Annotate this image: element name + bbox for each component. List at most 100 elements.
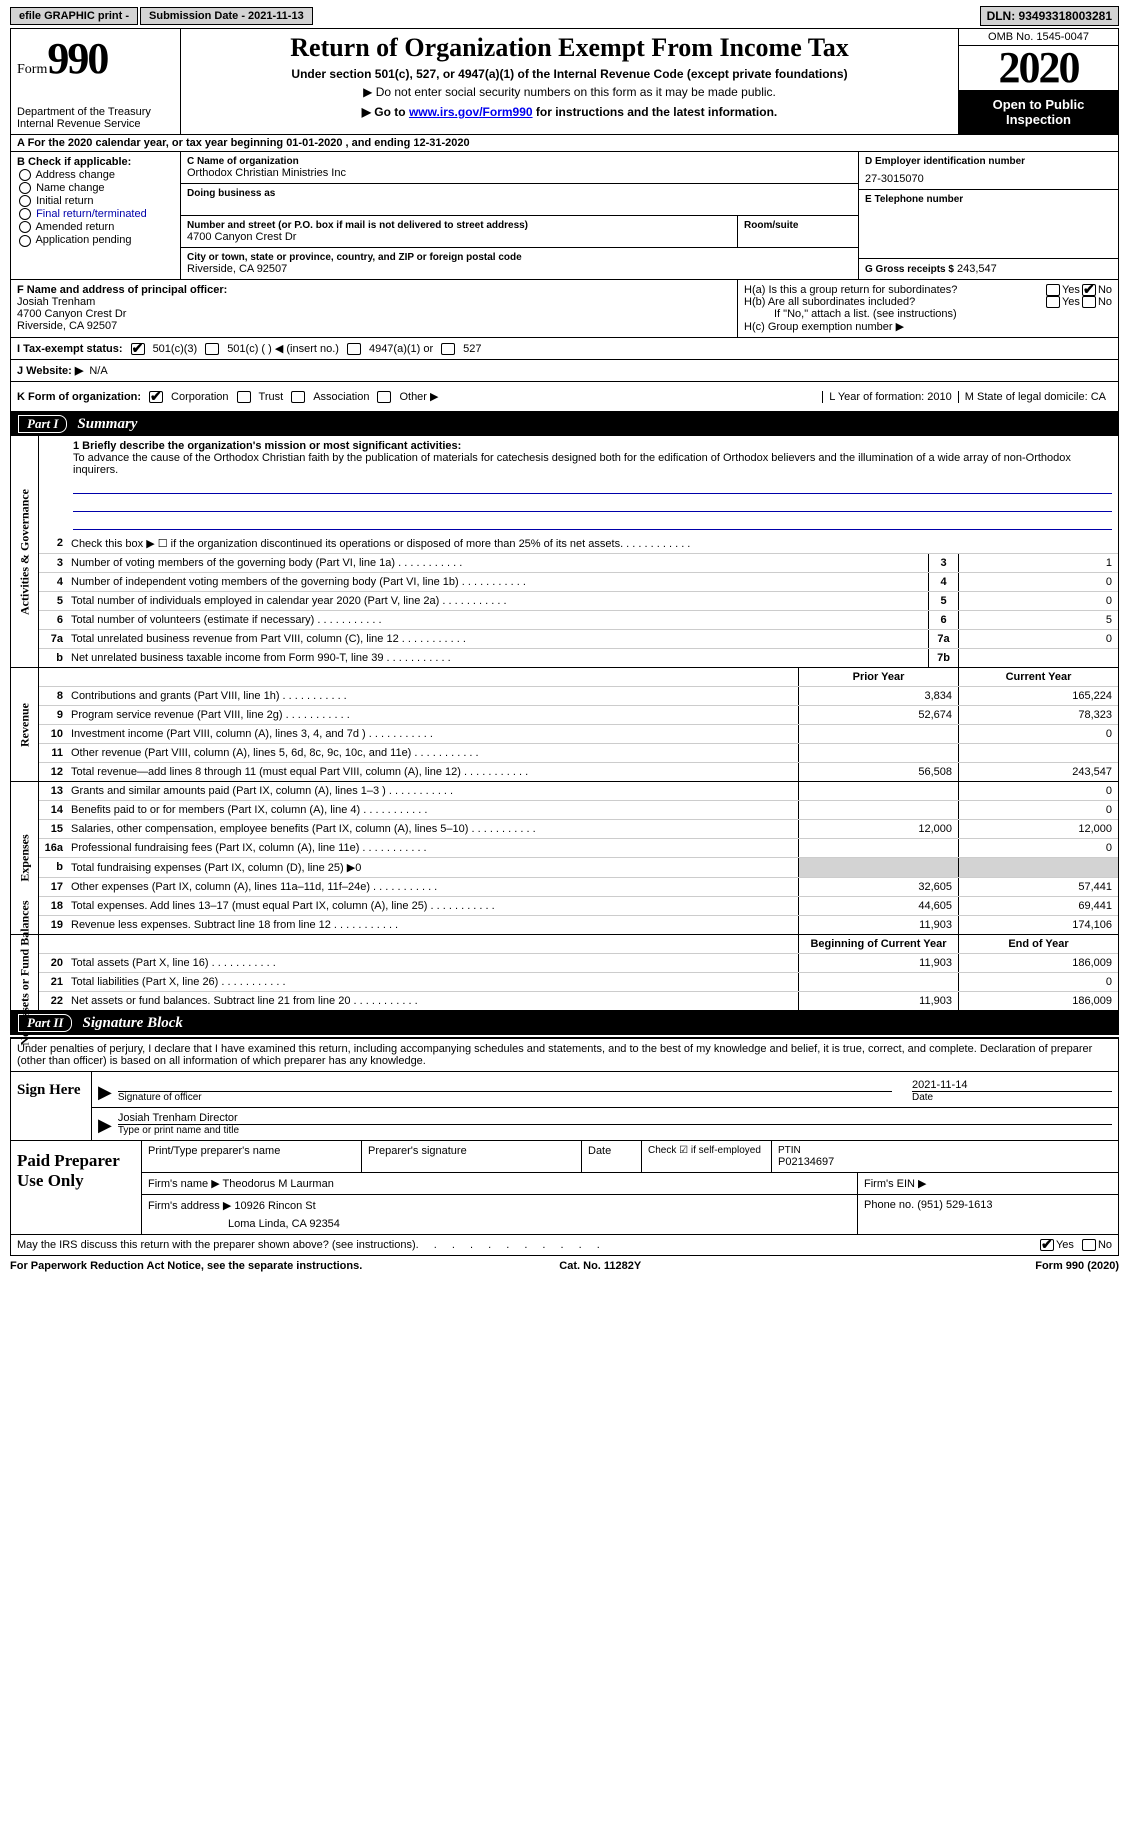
dept-label: Department of the Treasury Internal Reve…: [17, 106, 174, 130]
chk-assoc[interactable]: [291, 391, 305, 403]
year-formation: L Year of formation: 2010: [822, 391, 958, 403]
row-num: 5: [39, 592, 67, 610]
boy-hdr: Beginning of Current Year: [798, 935, 958, 953]
chk-corp[interactable]: [149, 391, 163, 403]
ein: 27-3015070: [865, 173, 1112, 185]
ha-no-lbl: No: [1098, 284, 1112, 296]
mission-line: [73, 516, 1112, 530]
chk-app-pending[interactable]: [19, 235, 31, 247]
prior-year: [798, 725, 958, 743]
part2-header: Part II Signature Block: [10, 1011, 1119, 1035]
hb-yes-lbl: Yes: [1062, 296, 1080, 308]
row-num: 17: [39, 878, 67, 896]
row-val: 5: [958, 611, 1118, 629]
chk-527[interactable]: [441, 343, 455, 355]
row-desc: Total liabilities (Part X, line 26): [67, 973, 798, 991]
gross-lbl: G Gross receipts $: [865, 264, 954, 275]
current-year: [958, 858, 1118, 877]
row-num: 3: [39, 554, 67, 572]
lbl-other: Other ▶: [399, 390, 438, 403]
sub3-pre: ▶ Go to: [362, 105, 409, 119]
efile-btn[interactable]: efile GRAPHIC print -: [10, 7, 138, 25]
discuss-no-lbl: No: [1098, 1239, 1112, 1251]
row-desc: Other revenue (Part VIII, column (A), li…: [67, 744, 798, 762]
topbar: efile GRAPHIC print - Submission Date - …: [10, 6, 1119, 26]
discuss-yes[interactable]: [1040, 1239, 1054, 1251]
row-num: 4: [39, 573, 67, 591]
header-sub2: ▶ Do not enter social security numbers o…: [191, 85, 948, 99]
col-b-title: B Check if applicable:: [17, 156, 174, 168]
f-lbl: F Name and address of principal officer:: [17, 284, 731, 296]
eoy-val: 0: [958, 973, 1118, 991]
city-lbl: City or town, state or province, country…: [187, 252, 852, 263]
chk-501c3[interactable]: [131, 343, 145, 355]
signature-block: Under penalties of perjury, I declare th…: [10, 1037, 1119, 1141]
row-desc: Total fundraising expenses (Part IX, col…: [67, 858, 798, 877]
row-i: I Tax-exempt status: 501(c)(3) 501(c) ( …: [10, 338, 1119, 360]
footer: For Paperwork Reduction Act Notice, see …: [10, 1256, 1119, 1276]
lbl-corp: Corporation: [171, 391, 228, 403]
current-year: 12,000: [958, 820, 1118, 838]
chk-amended[interactable]: [19, 221, 31, 233]
chk-address-change[interactable]: [19, 169, 31, 181]
row-desc: Revenue less expenses. Subtract line 18 …: [67, 916, 798, 934]
firm-phone: (951) 529-1613: [917, 1199, 992, 1211]
table-row: 17 Other expenses (Part IX, column (A), …: [39, 878, 1118, 897]
firm-phone-lbl: Phone no.: [864, 1199, 914, 1211]
current-year: 0: [958, 725, 1118, 743]
boy-val: [798, 973, 958, 991]
chk-4947[interactable]: [347, 343, 361, 355]
prior-year: 12,000: [798, 820, 958, 838]
gross-receipts: 243,547: [957, 263, 997, 275]
chk-other[interactable]: [377, 391, 391, 403]
table-row: 15 Salaries, other compensation, employe…: [39, 820, 1118, 839]
boy-val: 11,903: [798, 992, 958, 1010]
prior-year: 3,834: [798, 687, 958, 705]
prior-year: 52,674: [798, 706, 958, 724]
hb-no[interactable]: [1082, 296, 1096, 308]
row-num: 11: [39, 744, 67, 762]
mission-line: [73, 480, 1112, 494]
lbl-assoc: Association: [313, 391, 369, 403]
row-num: 16a: [39, 839, 67, 857]
mission-line: [73, 498, 1112, 512]
officer-addr1: 4700 Canyon Crest Dr: [17, 308, 731, 320]
cat-no: Cat. No. 11282Y: [559, 1260, 641, 1272]
current-year: 57,441: [958, 878, 1118, 896]
table-row: 10 Investment income (Part VIII, column …: [39, 725, 1118, 744]
q1-lbl: 1 Briefly describe the organization's mi…: [73, 440, 1112, 452]
firm-name-lbl: Firm's name ▶: [148, 1178, 220, 1190]
table-row: b Total fundraising expenses (Part IX, c…: [39, 858, 1118, 878]
discuss-no[interactable]: [1082, 1239, 1096, 1251]
form990-link[interactable]: www.irs.gov/Form990: [409, 105, 533, 119]
firm-addr-lbl: Firm's address ▶: [148, 1200, 231, 1212]
lbl-name-change: Name change: [36, 182, 105, 194]
row-val: [958, 649, 1118, 667]
org-name: Orthodox Christian Ministries Inc: [187, 167, 852, 179]
lbl-4947: 4947(a)(1) or: [369, 343, 433, 355]
prior-year: [798, 801, 958, 819]
tax-year: 2020: [959, 46, 1118, 91]
row-desc: Number of independent voting members of …: [67, 573, 928, 591]
chk-initial-return[interactable]: [19, 195, 31, 207]
chk-name-change[interactable]: [19, 182, 31, 194]
section-expenses: Expenses 13 Grants and similar amounts p…: [10, 782, 1119, 935]
chk-final-return[interactable]: [19, 208, 31, 220]
row-num: 15: [39, 820, 67, 838]
chk-trust[interactable]: [237, 391, 251, 403]
table-row: 7a Total unrelated business revenue from…: [39, 630, 1118, 649]
chk-501c[interactable]: [205, 343, 219, 355]
ha-yes[interactable]: [1046, 284, 1060, 296]
hb-no-lbl: No: [1098, 296, 1112, 308]
hb-yes[interactable]: [1046, 296, 1060, 308]
submission-date-btn[interactable]: Submission Date - 2021-11-13: [140, 7, 313, 25]
row-num: 10: [39, 725, 67, 743]
lbl-initial-return: Initial return: [36, 195, 93, 207]
table-row: 3 Number of voting members of the govern…: [39, 554, 1118, 573]
col-c: C Name of organization Orthodox Christia…: [181, 152, 858, 279]
row-val: 0: [958, 573, 1118, 591]
discuss-yes-lbl: Yes: [1056, 1239, 1074, 1251]
ha-no[interactable]: [1082, 284, 1096, 296]
net-header: Beginning of Current Year End of Year: [39, 935, 1118, 954]
current-year: 243,547: [958, 763, 1118, 781]
